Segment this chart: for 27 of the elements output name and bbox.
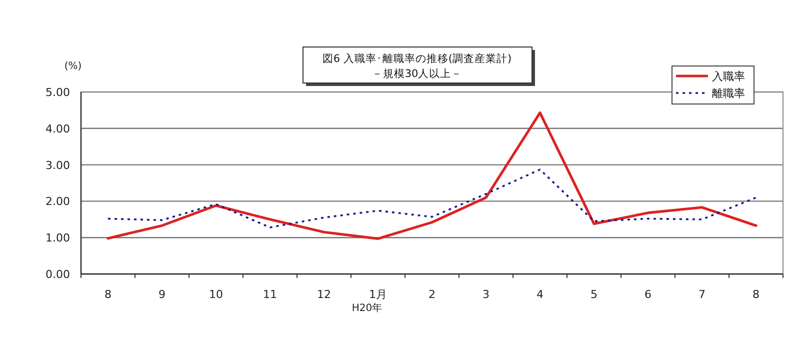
x-tick-label: 2	[428, 288, 436, 301]
x-tick-label: 11	[263, 288, 277, 301]
line-series	[107, 168, 757, 228]
chart-title: 図6 入職率･離職率の推移(調査産業計)	[322, 52, 512, 65]
legend-label: 入職率	[712, 70, 745, 83]
x-tick-label: 6	[644, 288, 652, 301]
y-tick-label: 3.00	[46, 158, 70, 172]
y-tick-label: 1.00	[46, 232, 70, 245]
legend-label: 離職率	[712, 87, 745, 100]
x-tick-label: 1月	[369, 288, 387, 301]
y-tick-label: 5.00	[46, 86, 70, 99]
line-series	[106, 111, 758, 240]
x-tick-label: 10	[209, 288, 223, 301]
x-tick-label: 3	[482, 288, 490, 301]
text: H20年	[352, 302, 382, 314]
x-tick-label: 4	[536, 288, 544, 301]
y-tick-label: 2.00	[46, 195, 70, 208]
y-tick-label: 0.00	[46, 268, 70, 281]
x-tick-label: 8	[752, 288, 760, 301]
x-tick-label: 8	[104, 288, 112, 301]
chart-subtitle: －規模30人以上－	[372, 67, 462, 80]
x-tick-label: 9	[158, 288, 166, 301]
y-axis-title: (%)	[64, 61, 82, 72]
x-tick-label: 5	[590, 288, 598, 301]
x-tick-label: 12	[317, 288, 331, 301]
x-tick-label: 7	[698, 288, 706, 301]
y-tick-label: 4.00	[46, 122, 70, 136]
